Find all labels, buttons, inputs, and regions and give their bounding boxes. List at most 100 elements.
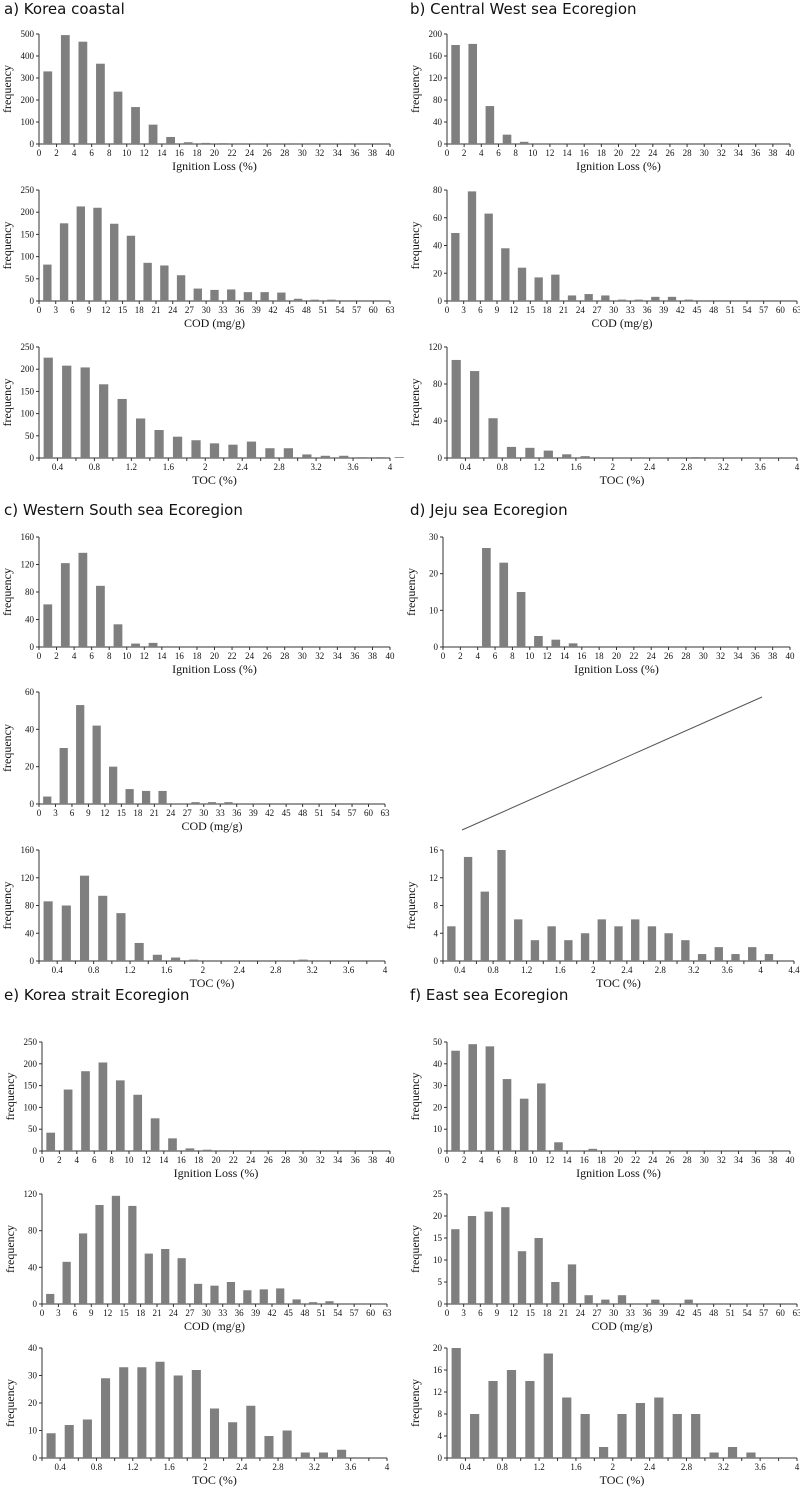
y-tick-label: 0 [434, 956, 439, 966]
x-tick-label: 0.4 [52, 462, 64, 472]
x-tick-label: 9 [89, 1308, 94, 1318]
bar [277, 292, 286, 301]
x-tick-label: 30 [202, 1308, 212, 1318]
x-tick-label: 27 [593, 1308, 603, 1318]
bar [218, 143, 228, 144]
bar [617, 1414, 627, 1458]
bar [43, 264, 52, 301]
x-tick-label: 2.4 [644, 462, 656, 472]
x-tick-label: 15 [117, 808, 127, 818]
x-tick-label: 48 [709, 305, 719, 315]
x-tick-label: 10 [125, 1155, 135, 1165]
x-tick-label: 26 [664, 651, 674, 661]
x-tick-label: 8 [510, 651, 515, 661]
x-tick-label: 63 [793, 305, 800, 315]
bar [488, 1381, 498, 1458]
x-tick-label: 36 [350, 651, 360, 661]
x-tick-label: 8 [107, 651, 112, 661]
x-tick-label: 9 [495, 305, 500, 315]
x-tick-label: 0 [40, 1308, 45, 1318]
bar [43, 604, 53, 647]
x-tick-label: 0.8 [88, 965, 100, 975]
x-tick-label: 20 [614, 1155, 624, 1165]
x-tick-label: 6 [493, 651, 498, 661]
bar [519, 141, 529, 144]
x-tick-label: 40 [386, 1155, 396, 1165]
x-tick-label: 0.8 [497, 462, 509, 472]
x-tick-label: 40 [386, 148, 396, 158]
x-tick-label: 6 [496, 1155, 501, 1165]
bar [64, 1425, 74, 1458]
x-tick-label: 3 [56, 1308, 61, 1318]
bar [189, 959, 199, 961]
y-axis-label: frequency [0, 724, 14, 772]
x-tick-label: 0.4 [52, 965, 64, 975]
bar [276, 1288, 285, 1304]
chart-c-toc: 0 40 80 120 160 0.4 0.8 1.2 1.6 2 2.4 2.8 3.2 3.6 4 TOC… [0, 845, 388, 990]
x-tick-label: 54 [743, 1308, 753, 1318]
bar [255, 1150, 264, 1151]
bar [201, 142, 211, 144]
bar [681, 940, 690, 961]
bar [172, 436, 183, 458]
bar [480, 891, 489, 961]
x-tick-label: 16 [175, 651, 185, 661]
bar [115, 1080, 125, 1151]
x-tick-label: 12 [509, 305, 518, 315]
x-tick-label: 2.4 [237, 462, 249, 472]
bar [530, 940, 540, 961]
x-tick-label: 2.4 [234, 965, 246, 975]
empty-panel-diagonal-line [461, 696, 763, 831]
bar [584, 1295, 593, 1304]
bar [451, 1050, 460, 1151]
x-tick-label: 20 [210, 651, 220, 661]
x-tick-label: 24 [576, 305, 586, 315]
bar [709, 1452, 719, 1458]
y-tick-label: 40 [25, 615, 35, 625]
x-tick-label: 2.8 [272, 1462, 284, 1472]
y-tick-label: 100 [24, 1102, 38, 1112]
bar [177, 1258, 186, 1304]
bar [78, 41, 88, 145]
bar [155, 1361, 165, 1458]
x-tick-label: 3.2 [309, 1462, 320, 1472]
x-tick-label: 40 [786, 148, 796, 158]
x-tick-label: 34 [333, 1155, 343, 1165]
x-tick-label: 57 [759, 305, 769, 315]
x-axis-label: Ignition Loss (%) [576, 1166, 661, 1180]
x-axis-label: COD (mg/g) [182, 819, 243, 833]
x-tick-label: 38 [768, 148, 778, 158]
x-tick-label: 0 [37, 148, 42, 158]
bar [236, 143, 246, 144]
bar [525, 447, 535, 458]
bar [748, 947, 757, 961]
x-tick-label: 51 [726, 305, 735, 315]
x-tick-label: 30 [298, 651, 308, 661]
x-tick-label: 6 [89, 651, 94, 661]
x-tick-label: 33 [218, 305, 228, 315]
bar [82, 1419, 92, 1458]
x-tick-label: 30 [202, 305, 212, 315]
y-axis-label: frequency [0, 222, 14, 270]
y-tick-label: 80 [433, 185, 443, 195]
x-tick-label: 1.6 [163, 462, 175, 472]
y-axis-label: frequency [408, 379, 422, 427]
x-tick-label: 38 [768, 651, 778, 661]
bar [92, 725, 101, 804]
bar [302, 454, 312, 458]
chart-a-toc: 0 50 100 150 200 250 0.4 0.8 1.2 1.6 2 2.4 2.8 3.2 3.6… [0, 342, 404, 487]
bar [497, 850, 506, 961]
x-axis-label: TOC (%) [600, 473, 645, 487]
y-tick-label: 40 [25, 724, 35, 734]
x-tick-label: 21 [559, 1308, 568, 1318]
x-tick-label: 26 [665, 148, 675, 158]
y-tick-label: 160 [429, 51, 443, 61]
x-tick-label: 3 [53, 808, 58, 818]
bar [307, 1150, 317, 1151]
bar [484, 1211, 493, 1304]
x-tick-label: 34 [733, 651, 743, 661]
bar [339, 455, 349, 458]
y-tick-label: 50 [28, 1124, 38, 1134]
bar [554, 1142, 563, 1151]
